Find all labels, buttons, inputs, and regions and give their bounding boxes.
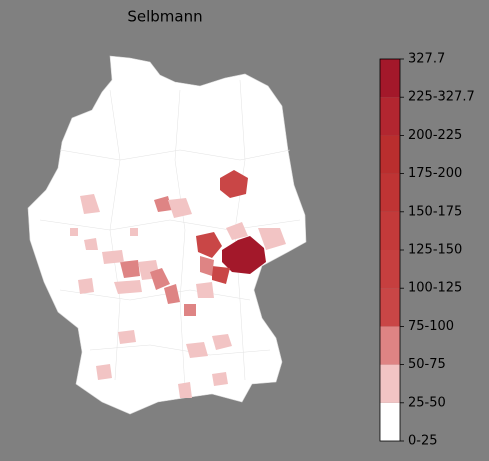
colorbar-segment bbox=[380, 59, 400, 98]
colorbar-label: 50-75 bbox=[408, 357, 446, 372]
colorbar-segment bbox=[380, 402, 400, 441]
colorbar-label: 25-50 bbox=[408, 395, 446, 410]
colorbar-label: 327.7 bbox=[408, 52, 445, 67]
colorbar-label: 225-327.7 bbox=[408, 90, 475, 105]
colorbar-segment bbox=[380, 326, 400, 365]
colorbar-segment bbox=[380, 211, 400, 250]
colorbar-segment bbox=[380, 173, 400, 212]
germany-map bbox=[27, 55, 307, 415]
colorbar-label: 150-175 bbox=[408, 204, 462, 219]
colorbar-label: 200-225 bbox=[408, 128, 462, 143]
country-shape bbox=[27, 55, 307, 415]
map-title: Selbmann bbox=[127, 8, 202, 26]
highlighted-districts bbox=[70, 170, 286, 398]
colorbar-segment bbox=[380, 97, 400, 136]
colorbar-segment bbox=[380, 364, 400, 403]
colorbar-segment bbox=[380, 250, 400, 289]
colorbar-label: 125-150 bbox=[408, 243, 462, 258]
colorbar: 0-25 25-50 50-75 75-100 100-125 125-150 150-17… bbox=[379, 52, 475, 449]
colorbar-label: 0-25 bbox=[408, 434, 438, 449]
colorbar-segment bbox=[380, 135, 400, 174]
colorbar-label: 75-100 bbox=[408, 319, 454, 334]
colorbar-segment bbox=[380, 288, 400, 327]
colorbar-label: 175-200 bbox=[408, 166, 462, 181]
colorbar-label: 100-125 bbox=[408, 281, 462, 296]
